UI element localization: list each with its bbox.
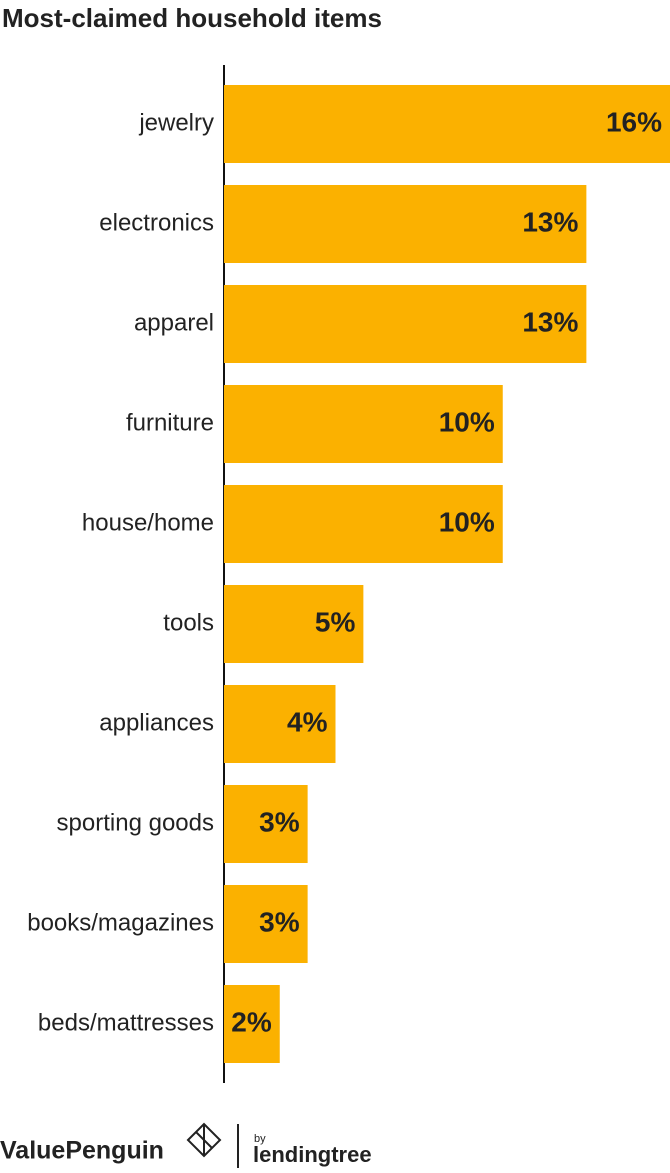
category-label: jewelry [138, 109, 214, 136]
category-label: house/home [82, 509, 214, 536]
value-label: 10% [439, 506, 495, 537]
category-label: beds/mattresses [38, 1009, 214, 1036]
bar [224, 485, 503, 563]
bar [224, 985, 280, 1063]
brand: ValuePenguin [0, 1137, 164, 1165]
category-label: books/magazines [27, 909, 214, 936]
category-label: tools [163, 609, 214, 636]
bar [224, 885, 308, 963]
footer: ValuePenguin by lendingtree [0, 1122, 372, 1168]
bar [224, 685, 336, 763]
value-label: 3% [259, 906, 300, 937]
value-label: 2% [231, 1006, 272, 1037]
value-label: 4% [287, 706, 328, 737]
value-label: 16% [606, 106, 662, 137]
category-label: appliances [99, 709, 214, 736]
bar [224, 85, 670, 163]
bar [224, 285, 587, 363]
value-label: 13% [522, 206, 578, 237]
value-label: 5% [315, 606, 356, 637]
partner: lendingtree [253, 1142, 372, 1167]
category-label: furniture [126, 409, 214, 436]
by-text: by [254, 1133, 266, 1145]
category-label: apparel [134, 309, 214, 336]
bar [224, 785, 308, 863]
value-label: 10% [439, 406, 495, 437]
bar [224, 385, 503, 463]
brand-icon [186, 1122, 222, 1158]
category-label: sporting goods [57, 809, 214, 836]
bar [224, 585, 364, 663]
value-label: 13% [522, 306, 578, 337]
bar [224, 185, 587, 263]
category-label: electronics [99, 209, 214, 236]
value-label: 3% [259, 806, 300, 837]
chart-title: Most-claimed household items [2, 3, 382, 33]
